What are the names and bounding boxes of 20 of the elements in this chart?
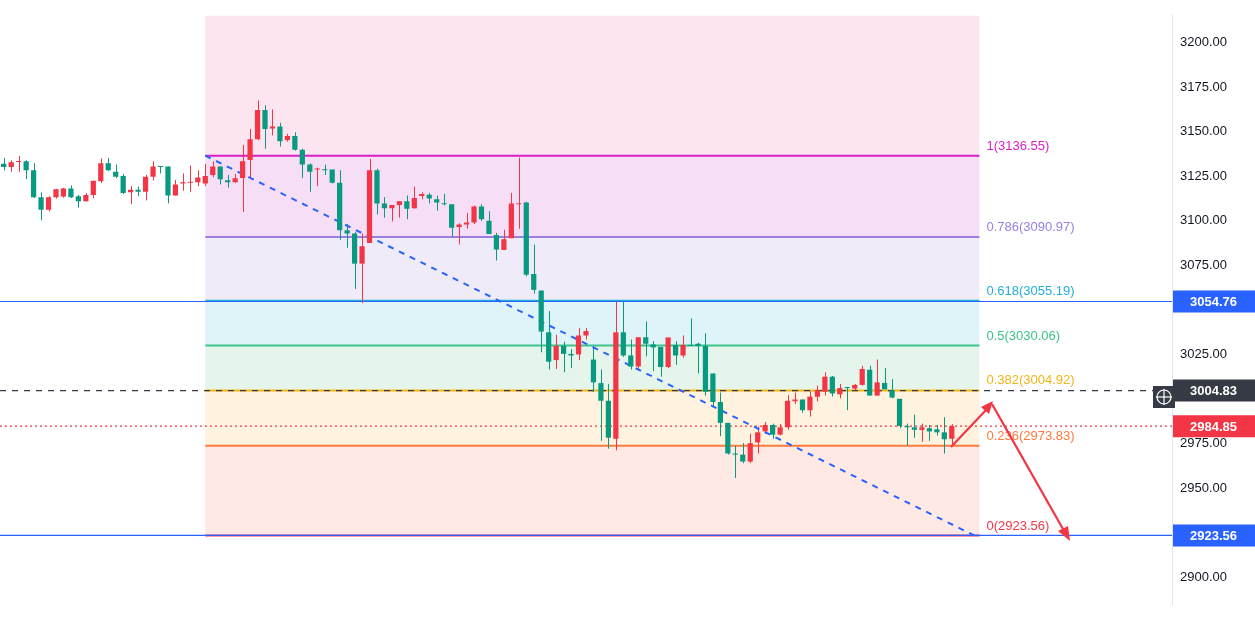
y-tick-label: 3125.00 (1180, 167, 1227, 183)
ref-line-label: 0.786(3090.97) (986, 219, 1075, 235)
ref-line-label: 2984.85 (1190, 418, 1237, 434)
y-tick-label: 3150.00 (1180, 123, 1227, 139)
y-tick-label: 2950.00 (1180, 479, 1227, 495)
ref-line-label: 1(3136.55) (986, 137, 1050, 153)
y-tick-label: 2900.00 (1180, 569, 1227, 585)
y-tick-label: 3200.00 (1180, 34, 1227, 50)
y-tick-label: 3025.00 (1180, 346, 1227, 362)
ref-line-label: 0.618(3055.19) (986, 282, 1075, 298)
ref-line-label: 3004.83 (1190, 383, 1237, 399)
ref-line-label: 0.382(3004.92) (986, 372, 1075, 388)
ref-line-label: 0(2923.56) (986, 517, 1050, 533)
y-tick-label: 3075.00 (1180, 257, 1227, 272)
ref-line-label: 0.5(3030.06) (986, 327, 1061, 343)
y-tick-label: 3100.00 (1180, 212, 1227, 228)
ref-line-label: 2923.56 (1190, 528, 1237, 544)
ref-line-label: 3054.76 (1190, 294, 1237, 310)
y-tick-label: 3175.00 (1180, 78, 1227, 94)
y-tick-label: 2975.00 (1180, 435, 1227, 451)
